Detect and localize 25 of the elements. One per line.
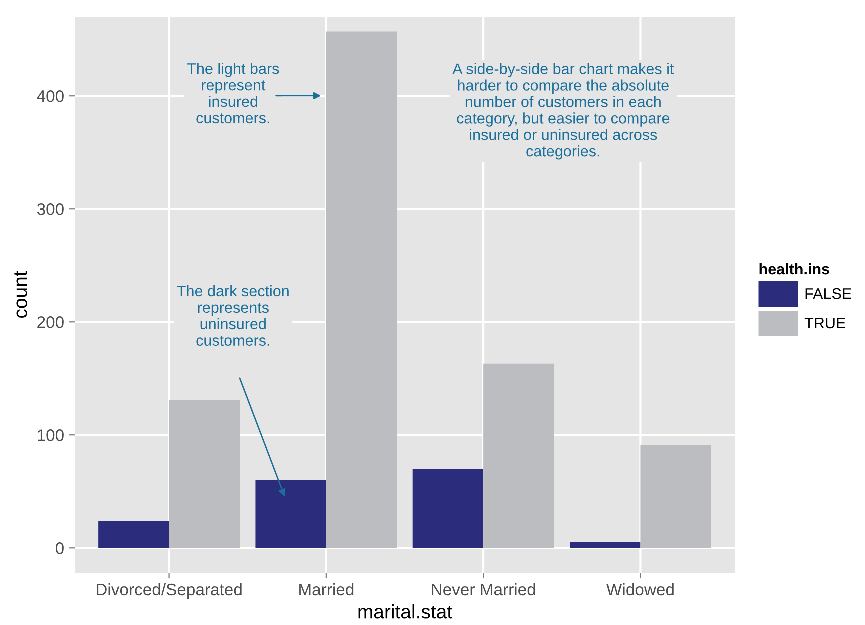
x-tick-label: Never Married <box>432 583 536 596</box>
x-axis-title: marital.stat <box>358 604 452 619</box>
legend-label: FALSE <box>806 288 852 300</box>
y-tick-label: 100 <box>38 430 64 442</box>
x-tick-label: Married <box>300 583 354 596</box>
x-tick-label: Widowed <box>606 583 674 596</box>
bar <box>98 521 170 548</box>
y-tick-label: 200 <box>38 316 64 328</box>
x-tick-label: Divorced/Separated <box>97 583 242 599</box>
y-axis-title: count <box>14 271 28 318</box>
y-tick-label: 400 <box>37 90 64 102</box>
bar <box>169 400 240 548</box>
bar <box>570 542 641 548</box>
y-tick-label: 0 <box>56 542 64 554</box>
annotation: A side-by-side bar chart makes it harder to compare the absolute number of customers in each category, but easier to compare insured or uninsured across categories. <box>452 63 674 160</box>
bar <box>412 469 484 548</box>
bar <box>484 364 554 548</box>
bar <box>256 480 326 548</box>
bar <box>640 445 712 548</box>
legend-label: TRUE <box>804 318 846 329</box>
bar <box>326 32 398 548</box>
y-tick-label: 300 <box>37 204 64 216</box>
annotation: The light bars represent insured customers. <box>187 63 280 124</box>
legend-title: health.ins <box>760 263 830 275</box>
annotation: The dark section represents uninsured customers. <box>177 285 289 346</box>
